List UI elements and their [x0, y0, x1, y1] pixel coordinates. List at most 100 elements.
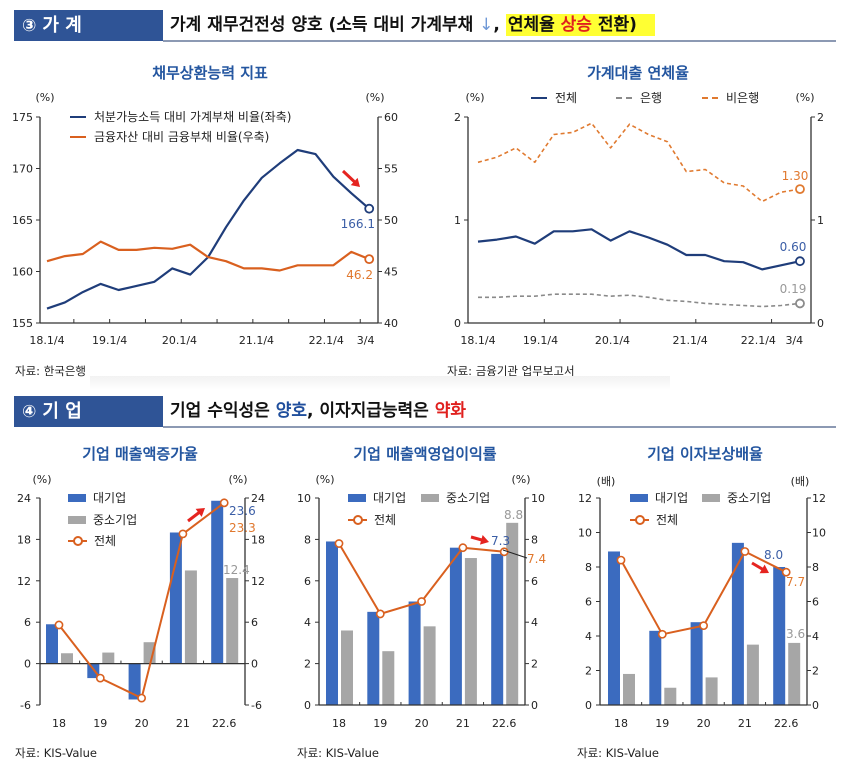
legend-swatch — [348, 494, 366, 502]
headline-text: 연체율 — [507, 15, 561, 35]
x-tick-label: 18.1/4 — [460, 334, 495, 347]
legend-item-total: 전체 — [630, 512, 678, 528]
section-label: 가 계 — [42, 15, 82, 36]
y-tick-label-right: 55 — [384, 163, 398, 176]
y-tick-label-left: 4 — [585, 630, 592, 643]
x-tick-label: 19 — [373, 717, 387, 730]
x-tick-label: 20 — [415, 717, 429, 730]
source-note: 자료: 한국은행 — [15, 364, 87, 378]
x-tick-label: 21 — [176, 717, 190, 730]
series-line-total — [58, 502, 225, 700]
y-tick-label-left: 2 — [304, 658, 311, 671]
leader-line — [502, 549, 528, 559]
legend-label: 비은행 — [726, 91, 760, 105]
bar-smes — [464, 558, 477, 705]
legend-item-total: 전체 — [348, 512, 396, 528]
series-line-1 — [46, 240, 370, 272]
y-tick-label-right: 12 — [251, 575, 265, 588]
x-tick-label: 20.1/4 — [595, 334, 630, 347]
y-tick-label-right: 6 — [812, 596, 819, 609]
legend-item-large-firms: 대기업 — [348, 490, 406, 506]
y-tick-label-left: 0 — [304, 699, 311, 712]
data-point-marker — [417, 597, 426, 606]
legend-swatch — [68, 494, 86, 502]
legend-item-non-banks: 비은행 — [702, 90, 759, 106]
bar-smes — [341, 630, 353, 705]
data-point-marker — [616, 555, 626, 565]
bar-large-firms — [169, 532, 182, 664]
trend-arrow-icon — [195, 508, 205, 517]
last-point-marker — [795, 184, 805, 195]
legend-swatch — [421, 494, 439, 502]
legend-swatch — [70, 116, 86, 118]
last-point-marker — [364, 203, 375, 214]
chart-title-sales-growth: 기업 매출액증가율 — [82, 445, 198, 463]
y-tick-label-left: 0 — [454, 317, 461, 330]
left-axis-unit: (%) — [465, 91, 485, 104]
bar-large-firms — [326, 541, 338, 705]
down-arrow-icon: ↓ — [479, 15, 494, 35]
left-axis-unit: (배) — [596, 475, 616, 488]
scan-shadow — [90, 376, 670, 390]
data-label: 3.6 — [786, 627, 805, 641]
last-point-marker — [364, 254, 375, 265]
chart-title-interest-coverage: 기업 이자보상배율 — [647, 445, 763, 463]
x-tick-label: 22.1/4 — [309, 334, 344, 347]
y-tick-label-left: 165 — [12, 214, 33, 227]
y-tick-label-right: 60 — [384, 111, 398, 124]
data-point-marker — [54, 620, 64, 630]
headline-text: , 이자지급능력은 — [306, 401, 435, 421]
left-axis-unit: (%) — [32, 473, 52, 486]
y-tick-label-left: 12 — [17, 575, 31, 588]
legend-item-smes: 중소기업 — [68, 512, 137, 528]
headline-text: , — [493, 15, 506, 35]
bar-smes — [226, 578, 239, 664]
bar-large-firms — [649, 630, 662, 705]
x-tick-label: 20 — [135, 717, 149, 730]
x-tick-label: 18.1/4 — [29, 334, 64, 347]
bar-smes — [705, 677, 718, 705]
section-divider — [163, 426, 836, 428]
bar-large-firms — [46, 624, 58, 664]
trend-arrow-shaft — [341, 169, 357, 185]
bar-smes — [102, 652, 115, 664]
trend-arrow-icon — [350, 177, 360, 187]
section-divider — [163, 40, 836, 42]
y-tick-label-left: 8 — [585, 561, 592, 574]
y-tick-label-right: 12 — [812, 492, 826, 505]
y-tick-label-left: 12 — [578, 492, 592, 505]
y-tick-label-right: 18 — [251, 533, 265, 546]
y-tick-label-left: 8 — [304, 533, 311, 546]
legend-label: 중소기업 — [727, 491, 772, 505]
data-point-marker — [95, 673, 105, 683]
y-tick-label-left: 0 — [585, 699, 592, 712]
bar-smes — [61, 653, 73, 664]
left-axis-unit: (%) — [315, 473, 335, 486]
legend-label: 전체 — [374, 513, 397, 527]
data-label: 23.3 — [229, 521, 256, 535]
y-tick-label-right: 10 — [812, 527, 826, 540]
y-tick-label-left: 160 — [12, 266, 33, 279]
series-line-1 — [478, 293, 801, 308]
y-tick-label-left: 2 — [585, 665, 592, 678]
y-tick-label-left: 170 — [12, 163, 33, 176]
y-tick-label-left: 155 — [12, 317, 33, 330]
headline-text: 전환) — [591, 15, 637, 35]
legend-swatch — [348, 515, 367, 525]
source-note: 자료: KIS-Value — [15, 746, 97, 760]
x-tick-label: 21.1/4 — [239, 334, 274, 347]
legend-item-household-debt-to-income: 처분가능소득 대비 가계부채 비율(좌축) — [70, 109, 291, 125]
right-axis-unit: (%) — [795, 91, 815, 104]
legend-label: 대기업 — [655, 491, 689, 505]
y-tick-label-left: 6 — [585, 596, 592, 609]
bar-smes — [623, 673, 635, 705]
bar-large-firms — [367, 611, 380, 705]
right-axis-unit: (%) — [511, 473, 531, 486]
x-tick-label: 3/4 — [357, 334, 375, 347]
bar-large-firms — [408, 601, 421, 705]
y-tick-label-left: 175 — [12, 111, 33, 124]
data-point-marker — [499, 547, 509, 557]
section-number: ④ — [22, 402, 37, 422]
